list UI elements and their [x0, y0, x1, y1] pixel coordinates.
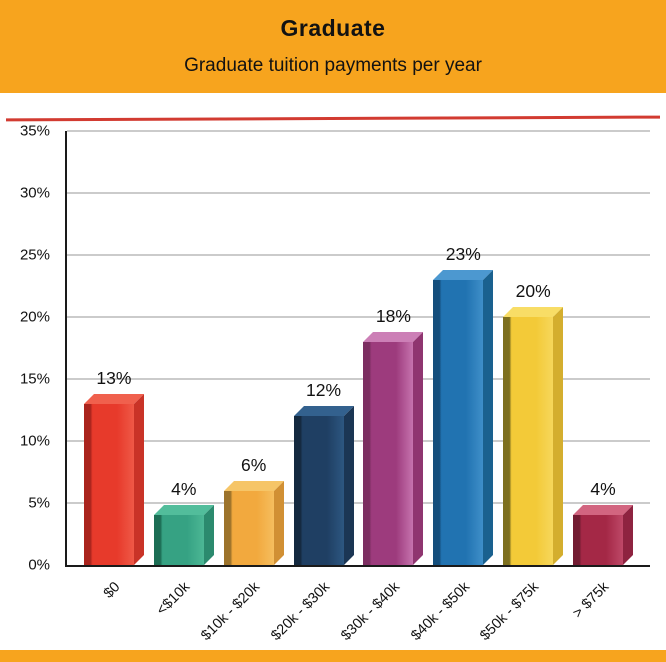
- bar-side-face: [413, 331, 424, 565]
- bar-value-label: 6%: [241, 454, 267, 475]
- bar-front-face: [223, 490, 274, 565]
- x-tick-label: $20k - $30k: [267, 579, 333, 644]
- x-tick-label: <$10k: [153, 579, 194, 619]
- bar-front-face: [293, 416, 344, 565]
- bar: [363, 331, 424, 565]
- x-tick-label: $10k - $20k: [198, 579, 264, 644]
- chart-subtitle: Graduate tuition payments per year: [184, 55, 482, 76]
- bar: [293, 406, 354, 565]
- gridline: [67, 378, 650, 380]
- gridline: [67, 316, 650, 318]
- bar-value-label: 4%: [171, 479, 197, 500]
- bar-value-label: 23%: [445, 243, 481, 264]
- plot-area: 13% 4% 6% 12% 18% 23% 20% 4%: [65, 130, 650, 567]
- y-axis-labels: 0% 5% 10% 15% 20% 25% 30% 35%: [0, 123, 58, 574]
- gridline: [67, 440, 650, 442]
- x-tick-label: $50k - $75k: [477, 579, 543, 644]
- y-tick-label: 10%: [19, 432, 50, 450]
- bar-front-face: [83, 403, 134, 565]
- chart-title: Graduate: [280, 15, 386, 41]
- y-tick-label: 35%: [19, 122, 50, 140]
- y-tick-label: 20%: [19, 308, 50, 326]
- footer-strip: [0, 650, 666, 662]
- gridline: [67, 254, 650, 256]
- bar: [153, 505, 214, 565]
- bar: [503, 307, 564, 565]
- bar-side-face: [133, 393, 144, 565]
- bar-front-face: [363, 341, 414, 565]
- accent-top-line: [5, 115, 661, 122]
- gridline: [67, 192, 650, 194]
- bar-front-face: [433, 279, 484, 565]
- bar: [83, 393, 144, 565]
- bar-value-label: 4%: [590, 479, 616, 500]
- bar-value-label: 18%: [375, 305, 411, 326]
- bar-front-face: [503, 317, 554, 565]
- x-tick-label: $40k - $50k: [407, 579, 473, 644]
- bar: [573, 505, 634, 565]
- bar-front-face: [153, 515, 204, 565]
- bar-side-face: [483, 269, 494, 565]
- x-tick-label: $0: [100, 579, 124, 602]
- chart-header: Graduate Graduate tuition payments per y…: [0, 0, 666, 93]
- y-tick-label: 0%: [28, 556, 50, 574]
- gridline: [67, 130, 650, 132]
- bar-side-face: [273, 480, 284, 565]
- bar-side-face: [203, 505, 214, 565]
- bar-value-label: 13%: [96, 367, 132, 388]
- y-tick-label: 15%: [19, 370, 50, 388]
- bar-value-label: 12%: [306, 380, 342, 401]
- bar-side-face: [343, 406, 354, 565]
- y-tick-label: 25%: [19, 246, 50, 264]
- bar: [223, 480, 284, 565]
- x-tick-label: $30k - $40k: [337, 579, 403, 644]
- bar-side-face: [553, 307, 564, 565]
- bar: [433, 269, 494, 565]
- bar-value-label: 20%: [515, 281, 551, 301]
- y-tick-label: 5%: [28, 494, 50, 512]
- bar-front-face: [573, 515, 624, 565]
- x-tick-label: > $75k: [569, 579, 613, 622]
- x-axis-labels: $0 <$10k $10k - $20k $20k - $30k $30k - $40k…: [65, 573, 648, 653]
- y-tick-label: 30%: [19, 184, 50, 202]
- gridline: [67, 502, 650, 504]
- bar-side-face: [623, 505, 634, 565]
